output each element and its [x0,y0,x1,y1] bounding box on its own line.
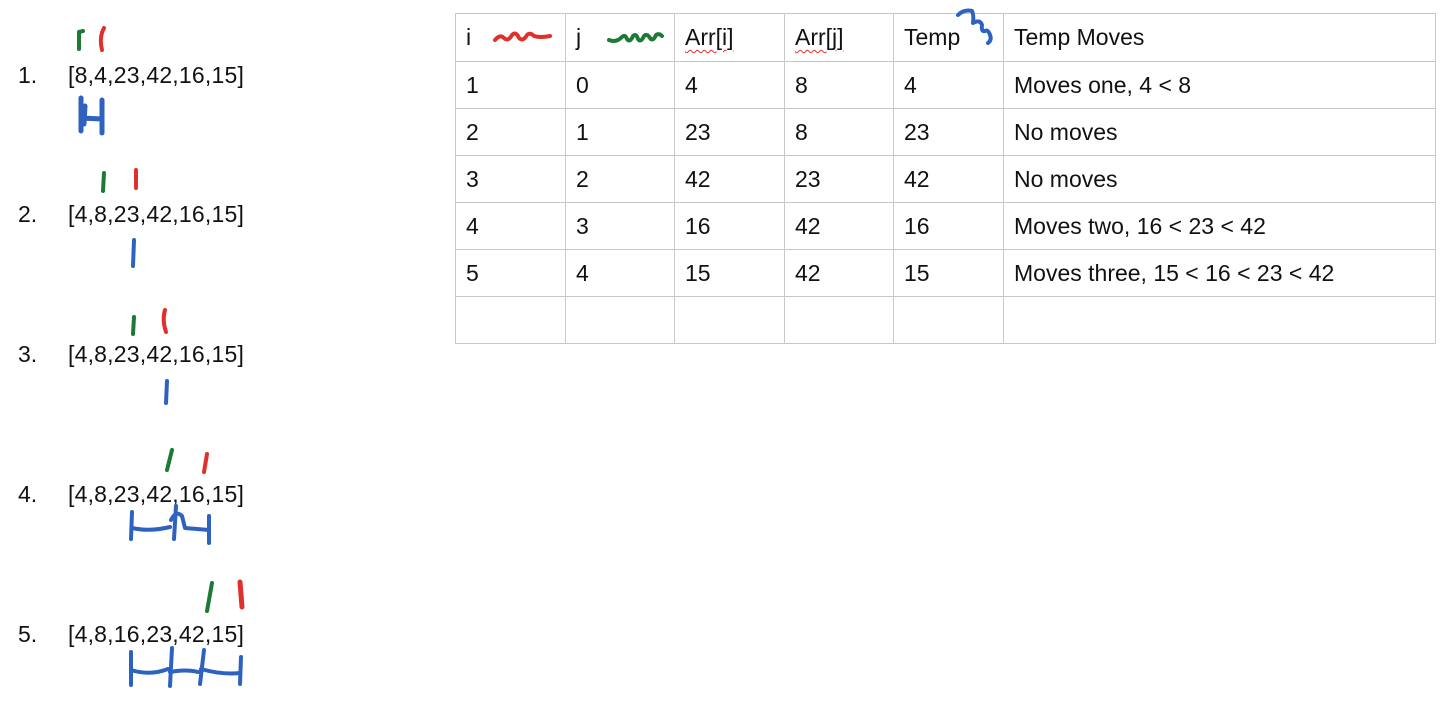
temp-range-mark [164,379,169,405]
i-pointer-mark [161,308,168,334]
blue-scribble-icon [956,8,993,45]
cell-temp-moves: No moves [1003,108,1436,156]
table-row: 1 0 4 8 4 Moves one, 4 < 8 [455,61,1436,109]
cell-arr-i: 23 [674,108,785,156]
j-pointer-mark [165,448,174,472]
cell-temp-moves: Moves three, 15 < 16 < 23 < 42 [1003,249,1436,297]
cell-j: 0 [565,61,675,109]
step-array: [8,4,23,42,16,15] [68,62,245,88]
green-scribble-icon [607,32,664,43]
cell-arr-j [784,296,894,344]
i-pointer-mark [202,452,209,474]
step-array: [4,8,16,23,42,15] [68,621,245,647]
cell-arr-j: 8 [784,108,894,156]
step-array: [4,8,23,42,16,15] [68,481,245,507]
cell-j: 2 [565,155,675,203]
temp-range-mark [129,504,211,545]
step-array: [4,8,23,42,16,15] [68,201,245,227]
header-temp-moves: Temp Moves [1003,13,1436,62]
step-4: 4. [4,8,23,42,16,15] [0,479,300,509]
cell-temp [893,296,1004,344]
red-scribble-icon [493,31,552,42]
cell-j: 4 [565,249,675,297]
step-2: 2. [4,8,23,42,16,15] [0,199,300,229]
cell-temp-moves: Moves two, 16 < 23 < 42 [1003,202,1436,250]
cell-arr-i: 4 [674,61,785,109]
cell-j [565,296,675,344]
cell-arr-i [674,296,785,344]
j-pointer-mark [131,315,136,336]
table-row: 5 4 15 42 15 Moves three, 15 < 16 < 23 <… [455,249,1436,297]
cell-arr-i: 42 [674,155,785,203]
i-pointer-mark [237,579,245,610]
header-label: Arr[j] [795,24,844,50]
header-i: i [455,13,566,62]
insertion-sort-trace-table: i j Arr[i] Arr[j] Temp Temp Moves 1 [455,8,1436,344]
header-arr-i: Arr[i] [674,13,785,62]
j-pointer-mark [101,171,106,193]
cell-i: 1 [455,61,566,109]
pen-annotations [77,26,245,688]
cell-temp: 4 [893,61,1004,109]
header-label: Temp Moves [1014,24,1145,50]
table-row: 4 3 16 42 16 Moves two, 16 < 23 < 42 [455,202,1436,250]
cell-temp: 23 [893,108,1004,156]
table-row-empty [455,296,1436,344]
cell-arr-i: 15 [674,249,785,297]
cell-i: 4 [455,202,566,250]
cell-arr-j: 23 [784,155,894,203]
step-array: [4,8,23,42,16,15] [68,341,245,367]
table-row: 3 2 42 23 42 No moves [455,155,1436,203]
i-pointer-mark [98,26,106,52]
step-number: 1. [18,62,38,88]
step-3: 3. [4,8,23,42,16,15] [0,339,300,369]
temp-range-mark [129,646,243,688]
cell-i: 5 [455,249,566,297]
cell-i: 3 [455,155,566,203]
temp-range-mark [78,95,105,136]
cell-i [455,296,566,344]
header-label: Temp [904,24,961,50]
cell-temp: 15 [893,249,1004,297]
cell-temp-moves [1003,296,1436,344]
cell-temp-moves: No moves [1003,155,1436,203]
cell-arr-j: 8 [784,61,894,109]
step-1: 1. [8,4,23,42,16,15] [0,60,300,90]
step-number: 3. [18,341,38,367]
step-number: 5. [18,621,38,647]
cell-j: 3 [565,202,675,250]
insertion-steps-list: 1. [8,4,23,42,16,15] 2. [4,8,23,42,16,15… [0,0,430,726]
header-arr-j: Arr[j] [784,13,894,62]
header-label: j [576,24,582,50]
temp-range-mark [131,238,136,268]
cell-arr-i: 16 [674,202,785,250]
cell-temp: 42 [893,155,1004,203]
j-pointer-mark [77,29,85,51]
header-j: j [565,13,675,62]
table-row: 2 1 23 8 23 No moves [455,108,1436,156]
cell-i: 2 [455,108,566,156]
cell-temp: 16 [893,202,1004,250]
step-5: 5. [4,8,16,23,42,15] [0,619,300,649]
header-temp: Temp [893,8,1004,62]
cell-temp-moves: Moves one, 4 < 8 [1003,61,1436,109]
cell-j: 1 [565,108,675,156]
step-number: 2. [18,201,38,227]
header-label: Arr[i] [685,24,734,50]
table-header-row: i j Arr[i] Arr[j] Temp Temp Moves [455,8,1436,62]
step-number: 4. [18,481,38,507]
j-pointer-mark [205,581,214,613]
header-label: i [466,24,472,50]
cell-arr-j: 42 [784,249,894,297]
cell-arr-j: 42 [784,202,894,250]
